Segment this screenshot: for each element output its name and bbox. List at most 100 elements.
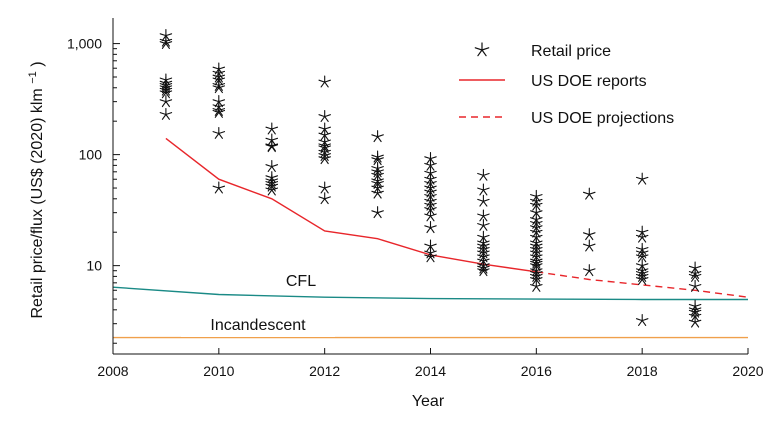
retail-price-point	[371, 130, 384, 143]
retail-price-point	[477, 218, 490, 231]
retail-price-point	[635, 225, 649, 238]
incandescent-label-backdrop	[181, 311, 335, 337]
retail-price-point	[530, 213, 543, 225]
retail-price-point	[424, 181, 437, 194]
retail-price-point	[530, 279, 543, 292]
retail-price-point	[424, 185, 437, 198]
retail-price-point	[159, 86, 173, 99]
retail-price-point	[582, 228, 596, 241]
retail-price-point	[582, 264, 596, 277]
legend: Retail price US DOE reports US DOE proje…	[459, 42, 674, 127]
retail-price-point	[530, 216, 543, 229]
retail-price-point	[318, 128, 331, 141]
retail-price-point	[477, 230, 490, 243]
retail-price-point	[265, 160, 279, 172]
retail-price-point	[688, 279, 702, 292]
retail-price-point	[424, 152, 437, 165]
retail-price-point	[530, 225, 543, 238]
x-tick-label: 2014	[415, 363, 446, 379]
y-tick-label: 1,000	[67, 36, 102, 52]
retail-price-point	[688, 305, 702, 318]
retail-price-point	[212, 105, 226, 118]
retail-price-point	[424, 221, 437, 234]
retail-price-point	[635, 259, 649, 272]
legend-retail-label: Retail price	[531, 43, 611, 60]
retail-price-point	[318, 110, 331, 122]
retail-price-point	[424, 176, 437, 189]
retail-price-point	[371, 206, 384, 219]
y-axis-label-suffix: )	[29, 61, 46, 66]
x-tick-label: 2012	[309, 363, 340, 379]
retail-price-point	[424, 239, 437, 252]
legend-retail-marker	[474, 42, 490, 57]
retail-price-point	[477, 264, 490, 277]
retail-price-point	[424, 246, 437, 259]
retail-price-point	[318, 152, 331, 165]
retail-price-point	[318, 192, 331, 205]
y-tick-label: 10	[86, 258, 102, 274]
x-tick-label: 2016	[521, 363, 552, 379]
retail-price-point	[265, 122, 279, 135]
retail-price-point	[212, 95, 226, 108]
retail-price-point	[159, 29, 173, 42]
retail-price-point	[318, 75, 331, 88]
x-axis-label: Year	[412, 393, 445, 410]
y-tick-label: 100	[79, 147, 103, 163]
cfl-line	[112, 286, 748, 301]
y-axis-label-superscript: −1	[27, 71, 39, 84]
retail-price-point	[635, 172, 649, 185]
retail-price-point	[212, 100, 226, 113]
retail-price-point	[424, 166, 437, 179]
retail-price-point	[265, 179, 279, 192]
retail-price-point	[212, 62, 226, 75]
retail-price-point	[424, 209, 437, 222]
retail-price-point	[688, 269, 702, 282]
y-axis-label: Retail price/flux (US$ (2020) klm −1 )	[23, 61, 46, 318]
retail-price-point	[530, 189, 543, 202]
retail-price-point	[371, 176, 384, 189]
retail-price-point	[424, 198, 437, 211]
retail-price-point	[688, 309, 702, 322]
retail-price-point	[582, 187, 596, 200]
retail-price-point	[424, 172, 437, 185]
retail-price-point	[477, 250, 490, 263]
retail-price-point	[424, 189, 437, 202]
retail-price-point	[477, 194, 490, 207]
retail-price-point	[688, 315, 702, 328]
retail-price-point	[477, 246, 490, 259]
retail-price-point	[477, 183, 490, 196]
retail-price-point	[530, 259, 543, 272]
cfl-label-backdrop	[273, 266, 331, 292]
retail-price-point	[159, 107, 173, 120]
retail-price-point	[265, 140, 279, 153]
retail-price-point	[424, 158, 437, 171]
y-axis-label-main: Retail price/flux (US$ (2020) klm	[29, 88, 46, 318]
retail-price-point	[530, 206, 543, 219]
retail-price-point	[530, 198, 543, 211]
retail-price-point	[159, 37, 173, 49]
retail-price-point	[371, 168, 384, 181]
legend-projections-label: US DOE projections	[531, 110, 674, 127]
retail-price-point	[318, 122, 331, 135]
retail-price-point	[371, 186, 384, 199]
retail-price-point	[530, 250, 543, 263]
retail-price-point	[318, 141, 331, 154]
retail-price-point	[530, 230, 543, 243]
retail-price-point	[635, 246, 649, 259]
retail-price-point	[265, 183, 279, 196]
retail-price-point	[530, 194, 543, 207]
retail-price-point	[635, 272, 649, 285]
retail-price-point	[688, 261, 702, 274]
retail-price-point	[530, 272, 543, 285]
retail-price-point	[424, 203, 437, 215]
retail-price-point	[635, 230, 649, 243]
retail-price-point	[530, 221, 543, 234]
retail-price-point	[212, 66, 226, 79]
x-tick-label: 2008	[97, 363, 128, 379]
plot-area	[112, 29, 749, 339]
retail-price-point	[265, 133, 279, 146]
retail-price-point	[318, 135, 331, 148]
retail-price-point	[635, 314, 649, 326]
incandescent-label: Incandescent	[210, 317, 306, 334]
